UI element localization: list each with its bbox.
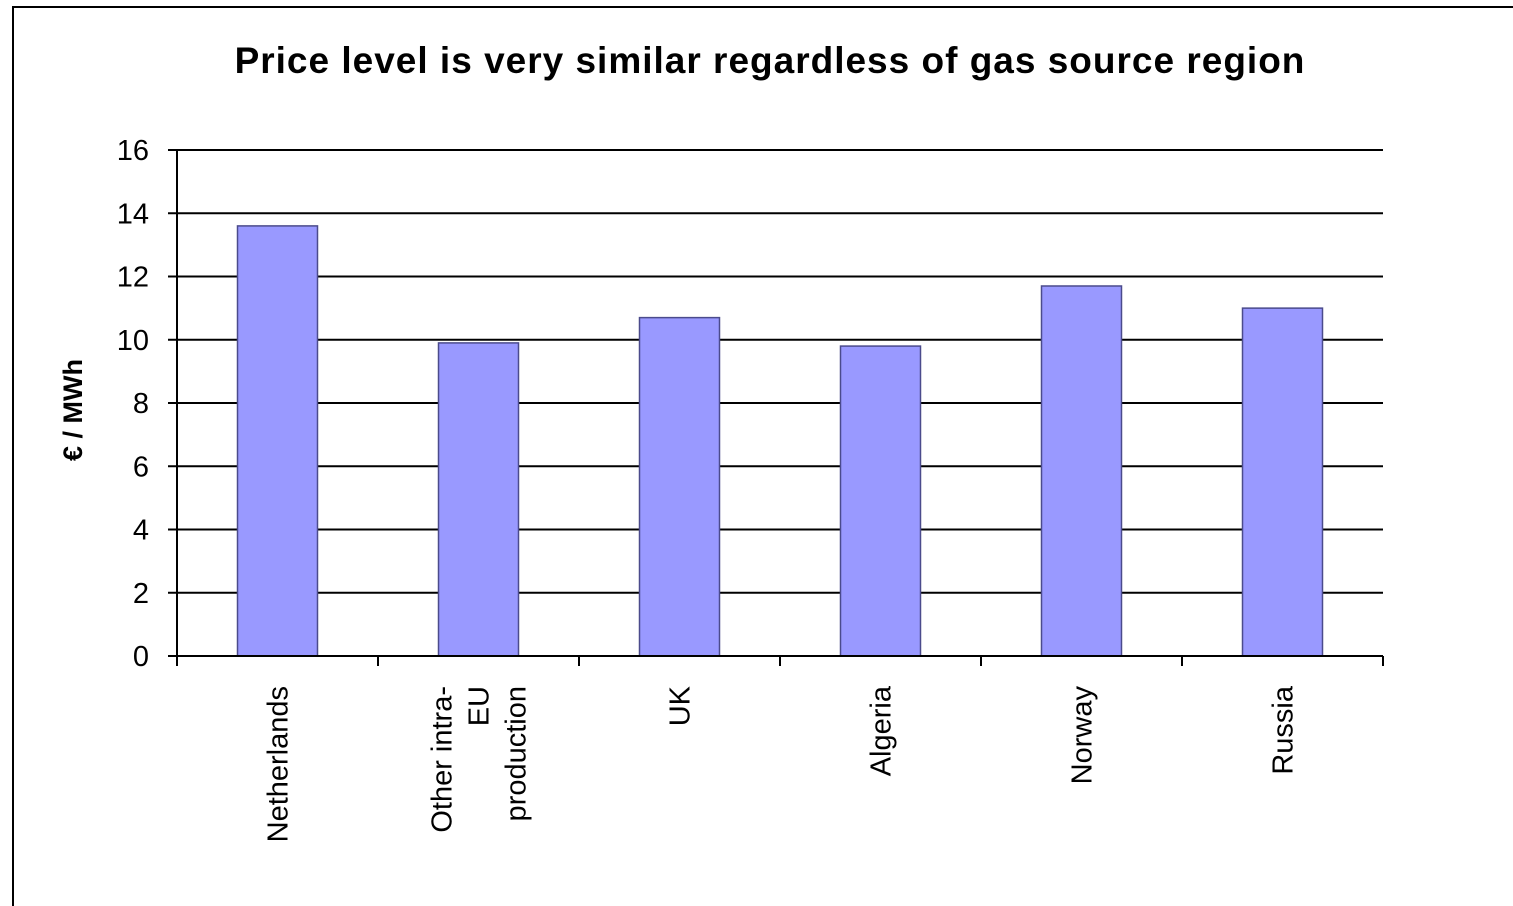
bar xyxy=(1040,285,1123,657)
y-tick-label: 2 xyxy=(133,578,149,610)
category-label: Netherlands xyxy=(263,686,295,842)
bar xyxy=(839,345,922,657)
chart-frame xyxy=(12,6,1513,906)
bars xyxy=(236,225,1324,657)
y-tick-label: 6 xyxy=(133,451,149,483)
bar xyxy=(236,225,319,657)
category-label: UK xyxy=(665,685,697,726)
category-label: EU xyxy=(464,686,496,726)
y-tick-label: 14 xyxy=(117,198,149,230)
y-axis-label: € / MWh xyxy=(58,359,88,461)
category-label: Algeria xyxy=(866,685,898,776)
category-label: Other intra- xyxy=(427,686,459,833)
gridlines xyxy=(168,149,1383,657)
y-tick-labels: 0 2 4 6 8 10 12 14 16 xyxy=(117,135,149,673)
y-tick-label: 0 xyxy=(133,641,149,673)
chart-title: Price level is very similar regardless o… xyxy=(235,40,1306,81)
y-tick-label: 8 xyxy=(133,388,149,420)
category-label: production xyxy=(501,686,533,821)
bar xyxy=(638,316,721,657)
category-label: Norway xyxy=(1067,686,1099,785)
axes xyxy=(176,150,1384,666)
bar xyxy=(1241,307,1324,657)
category-labels: Netherlands Other intra- EU production UK Alg… xyxy=(263,685,1300,842)
y-tick-label: 4 xyxy=(133,515,149,547)
bar xyxy=(437,342,520,657)
y-tick-label: 10 xyxy=(117,325,149,357)
y-tick-label: 12 xyxy=(117,262,149,294)
category-label: Russia xyxy=(1268,685,1300,775)
y-tick-label: 16 xyxy=(117,135,149,167)
